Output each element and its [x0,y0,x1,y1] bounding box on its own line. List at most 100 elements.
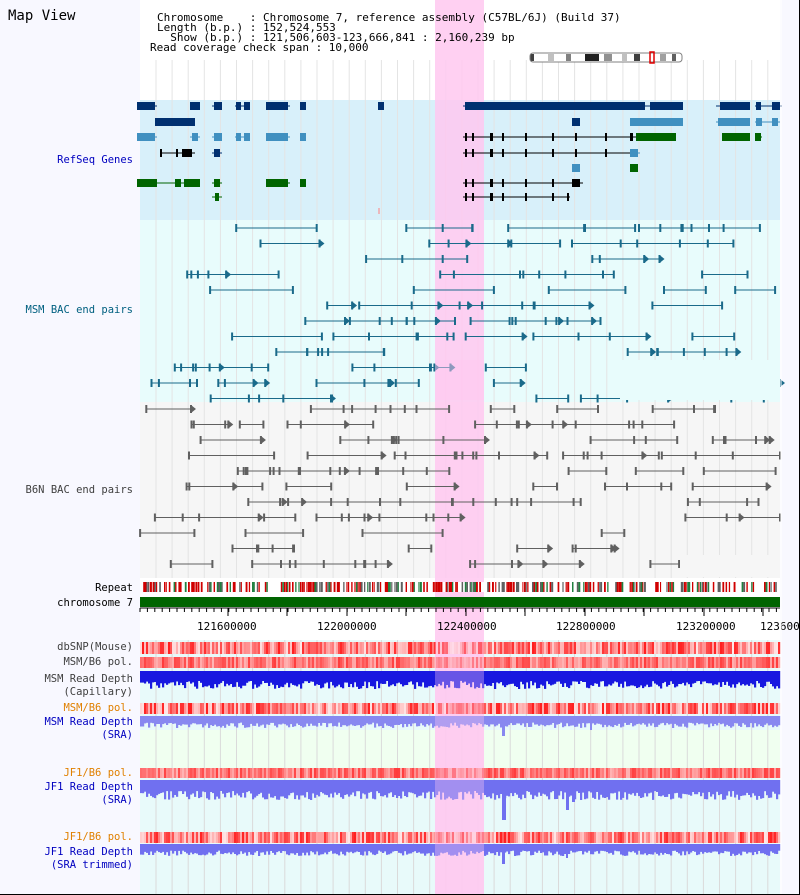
msm-b6-pol-heat-2 [196,703,199,714]
msm-b6-pol-heat [516,657,519,668]
track-label-msm-bac[interactable]: MSM BAC end pairs [25,304,133,316]
jf1-depth-trim-bar [410,844,413,854]
repeat-element [165,582,167,592]
jf1-b6-pol-heat [150,768,153,778]
jf1-depth-sra-bar [464,780,467,793]
msm-b6-pol-heat [658,657,661,668]
jf1-depth-sra-bar [266,780,269,800]
jf1-depth-trim-bar [190,844,193,853]
jf1-depth-trim-bar [524,844,527,851]
jf1-b6-pol-heat-2 [172,832,175,843]
jf1-depth-trim-bar [294,844,297,855]
dbsnp-heat [652,642,655,654]
msm-b6-pol-heat [506,657,509,668]
track-label-refseq[interactable]: RefSeq Genes [57,154,133,166]
jf1-b6-pol-heat [396,768,399,778]
jf1-depth-trim-bar [428,844,431,854]
jf1-b6-pol-heat [248,768,251,778]
jf1-b6-pol-heat [202,768,205,778]
jf1-depth-sra-bar [186,780,189,797]
jf1-depth-trim-bar [402,844,405,856]
jf1-b6-pol-heat [720,768,723,778]
jf1-b6-pol-heat-2 [664,832,667,843]
b6n-bac-pair-end [285,482,288,491]
msm-depth-capillary-bar [694,671,697,683]
msm-b6-pol-heat [212,657,215,668]
jf1-b6-pol-heat [314,768,317,778]
dbsnp-heat [398,642,401,654]
msm-b6-pol-heat [656,657,659,668]
dbsnp-heat [172,642,175,654]
msm-bac-pair-end [608,332,611,341]
msm-depth-capillary-bar [738,671,741,683]
msm-b6-pol-heat-2 [452,703,455,714]
msm-depth-capillary-bar [700,671,703,685]
dbsnp-heat [720,642,723,654]
dbsnp-heat [200,642,203,654]
jf1-depth-trim-bar [346,844,349,852]
dbsnp-heat [160,642,163,654]
msm-depth-capillary-bar [740,671,743,686]
msm-bac-pair-end [378,317,381,325]
jf1-depth-trim-bar [552,844,555,856]
msm-depth-capillary-bar [620,671,623,684]
msm-b6-pol-heat-2 [178,703,181,714]
msm-b6-pol-heat [236,657,239,668]
show-range-info: Show (b.p.) : 121,506,603-123,666,841 : … [157,31,515,44]
msm-depth-sra-bar [468,716,471,726]
b6n-bac-pair-end [474,560,477,568]
jf1-depth-sra-bar [434,780,437,798]
repeat-element [672,582,675,592]
msm-b6-pol-heat-2 [370,703,373,714]
jf1-depth-sra-bar [214,780,217,800]
dbsnp-heat [554,642,557,654]
jf1-b6-pol-heat [188,768,191,778]
msm-depth-sra-bar [206,716,209,724]
msm-b6-pol-heat [522,657,525,668]
jf1-depth-sra-bar [770,780,773,798]
jf1-b6-pol-heat [276,768,279,778]
msm-b6-pol-heat [284,657,287,668]
msm-b6-pol-heat [686,657,689,668]
jf1-b6-pol-heat-2 [310,832,313,843]
jf1-depth-sra-bar [506,780,509,796]
msm-depth-capillary-bar [344,671,347,683]
msm-b6-pol-heat-2 [730,703,733,714]
jf1-depth-trim-bar [778,844,781,851]
msm-depth-capillary-bar [236,671,239,683]
jf1-b6-pol-heat [306,768,309,778]
b6n-bac-pair-end [678,560,681,568]
repeat-element [432,582,435,592]
dbsnp-heat [476,642,479,654]
jf1-b6-pol-heat [410,768,413,778]
msm-b6-pol-heat-2 [648,703,651,714]
jf1-depth-trim-bar [296,844,299,853]
msm-depth-sra-bar [542,716,545,726]
msm-b6-pol-heat [314,657,317,668]
jf1-depth-sra-bar [632,780,635,794]
jf1-depth-sra-bar [554,780,557,800]
msm-depth-capillary-bar [744,671,747,686]
msm-b6-pol-heat-2 [302,703,305,714]
msm-b6-pol-heat-2 [160,703,163,714]
msm-depth-capillary-bar [530,671,533,682]
jf1-depth-sra-bar [152,780,155,798]
jf1-depth-sra-bar [314,780,317,798]
jf1-b6-pol-heat [304,768,307,778]
track-label-b6n-bac[interactable]: B6N BAC end pairs [25,484,133,496]
msm-depth-capillary-bar [324,671,327,684]
b6n-bac-pair-end [516,498,519,506]
dbsnp-heat [528,642,531,654]
msm-b6-pol-heat [390,657,393,668]
jf1-b6-pol-heat-2 [584,832,587,843]
msm-depth-capillary-bar [590,671,593,686]
msm-b6-pol-heat [394,657,397,668]
jf1-b6-pol-heat [250,768,253,778]
jf1-depth-trim-bar [142,844,145,855]
msm-b6-pol-heat-2 [368,703,371,714]
msm-b6-pol-heat [528,657,531,668]
msm-depth-sra-bar [664,716,667,726]
msm-b6-pol-heat-2 [184,703,187,714]
dbsnp-heat [292,642,295,654]
msm-depth-capillary-bar [560,671,563,684]
